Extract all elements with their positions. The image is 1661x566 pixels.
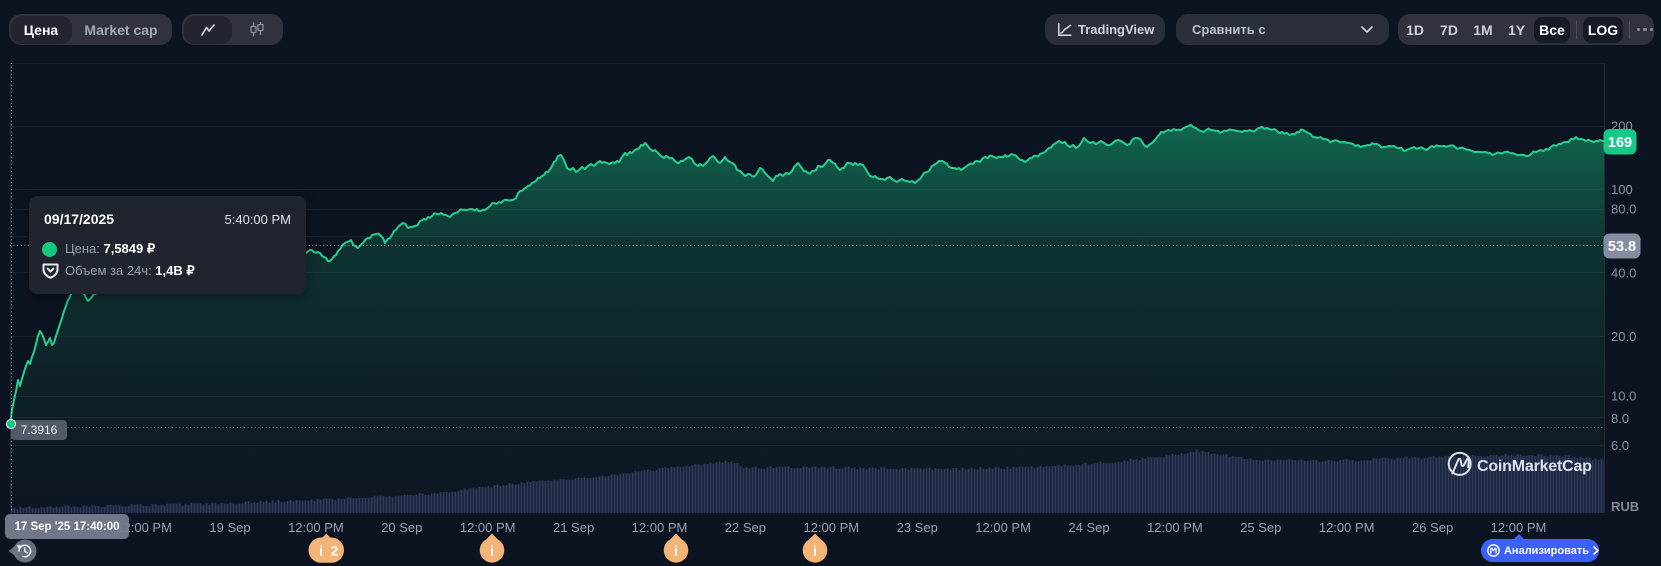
svg-text:169: 169 (1608, 135, 1632, 151)
svg-text:i: i (319, 544, 323, 559)
svg-text:2: 2 (331, 544, 339, 559)
svg-text:12:00 PM: 12:00 PM (632, 520, 688, 535)
svg-text:i: i (490, 544, 494, 559)
svg-text:80.0: 80.0 (1611, 202, 1636, 217)
svg-text:i: i (674, 544, 678, 559)
svg-text:40.0: 40.0 (1611, 266, 1636, 281)
svg-text:12:00 PM: 12:00 PM (1491, 520, 1547, 535)
svg-text:19 Sep: 19 Sep (209, 520, 250, 535)
svg-text:12:00 PM: 12:00 PM (288, 520, 344, 535)
svg-text:i: i (813, 544, 817, 559)
svg-text:22 Sep: 22 Sep (725, 520, 766, 535)
svg-text:23 Sep: 23 Sep (897, 520, 938, 535)
svg-text:12:00 PM: 12:00 PM (460, 520, 516, 535)
svg-text:12:00 PM: 12:00 PM (1147, 520, 1203, 535)
svg-text:25 Sep: 25 Sep (1240, 520, 1281, 535)
svg-text:26 Sep: 26 Sep (1412, 520, 1453, 535)
svg-text:12:00 PM: 12:00 PM (803, 520, 859, 535)
svg-text:100: 100 (1611, 182, 1633, 197)
svg-text:20.0: 20.0 (1611, 329, 1636, 344)
svg-text:21 Sep: 21 Sep (553, 520, 594, 535)
svg-text:RUB: RUB (1611, 499, 1639, 514)
svg-text:12:00 PM: 12:00 PM (975, 520, 1031, 535)
svg-text:6.0: 6.0 (1611, 438, 1629, 453)
svg-text:53.8: 53.8 (1608, 239, 1636, 255)
svg-text:8.0: 8.0 (1611, 411, 1629, 426)
svg-text:10.0: 10.0 (1611, 389, 1636, 404)
svg-text:24 Sep: 24 Sep (1068, 520, 1109, 535)
svg-text:CoinMarketCap: CoinMarketCap (1477, 458, 1592, 475)
svg-text:12:00 PM: 12:00 PM (116, 520, 172, 535)
svg-text:12:00 PM: 12:00 PM (1319, 520, 1375, 535)
svg-text:20 Sep: 20 Sep (381, 520, 422, 535)
